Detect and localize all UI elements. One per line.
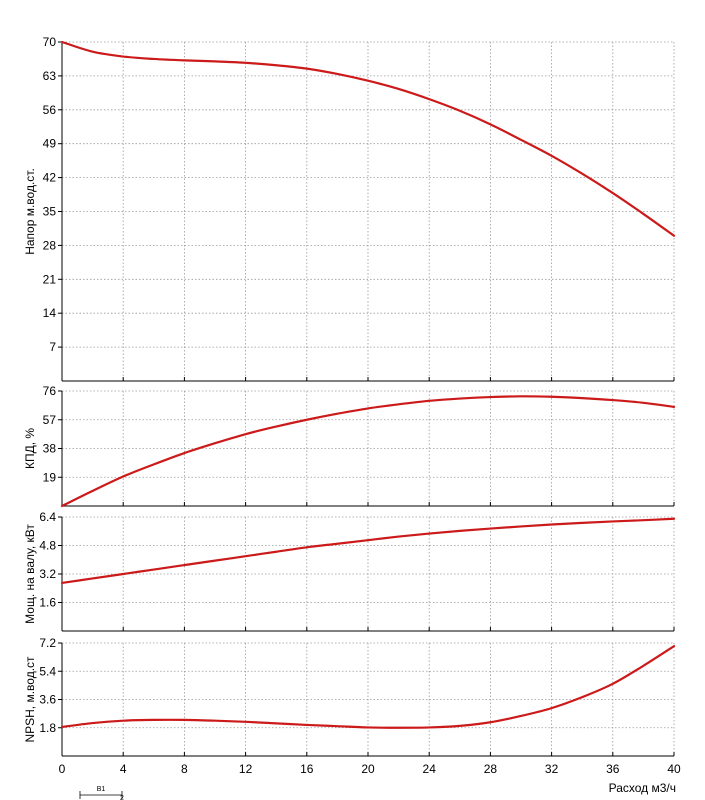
y-tick-label: 6.4 [39, 510, 56, 524]
y-tick-label: 14 [43, 306, 57, 320]
x-axis-title: Расход м3/ч [609, 781, 676, 795]
y-tick-label: 3.6 [39, 693, 56, 707]
y-tick-label: 57 [43, 413, 57, 427]
y-tick-label: 38 [43, 442, 57, 456]
y-tick-label: 49 [43, 137, 57, 151]
y-tick-label: 19 [43, 470, 57, 484]
panel-1: 7 14 21 28 35 42 49 56 63 70 Напор м.вод.ст. [23, 35, 676, 382]
y-tick-label: 4.8 [39, 539, 56, 553]
x-tick-label: 20 [361, 762, 375, 776]
y-axis-title: NPSH, м.вод.ст [23, 656, 37, 743]
y-axis-title: Напор м.вод.ст. [23, 168, 37, 255]
y-tick-label: 7 [49, 340, 56, 354]
y-tick-label: 42 [43, 171, 57, 185]
marker-sublabel: 2 [120, 795, 124, 800]
x-tick-label: 0 [59, 762, 66, 776]
series-line-4-1 [60, 645, 676, 729]
y-tick-label: 76 [43, 384, 57, 398]
x-tick-label: 16 [300, 762, 314, 776]
y-tick-label: 7.2 [39, 636, 56, 650]
x-tick-label: 40 [667, 762, 681, 776]
x-tick-label: 28 [484, 762, 498, 776]
x-tick-label: 24 [423, 762, 437, 776]
x-tick-label: 32 [545, 762, 559, 776]
y-axis-title: КПД, % [23, 428, 37, 469]
footer-marker: B1 2 [79, 786, 124, 800]
series-line-3-1 [60, 517, 676, 585]
series-line-1-1 [60, 40, 676, 237]
y-tick-label: 63 [43, 69, 57, 83]
y-tick-label: 1.6 [39, 596, 56, 610]
y-tick-label: 35 [43, 205, 57, 219]
y-tick-label: 56 [43, 103, 57, 117]
marker-label: B1 [97, 786, 106, 793]
x-tick-label: 12 [239, 762, 253, 776]
y-tick-label: 28 [43, 238, 57, 252]
y-tick-label: 5.4 [39, 664, 56, 678]
x-tick-label: 4 [120, 762, 127, 776]
y-tick-label: 1.8 [39, 721, 56, 735]
y-axis-title: Мощ. на валу, кВт [23, 524, 37, 624]
x-tick-label: 8 [181, 762, 188, 776]
x-tick-label: 36 [606, 762, 620, 776]
y-tick-label: 70 [43, 35, 57, 49]
y-tick-label: 3.2 [39, 567, 56, 581]
panel-2: 19 38 57 76 КПД, % [23, 384, 676, 508]
series-line-2-1 [60, 395, 676, 508]
y-tick-label: 21 [43, 272, 57, 286]
